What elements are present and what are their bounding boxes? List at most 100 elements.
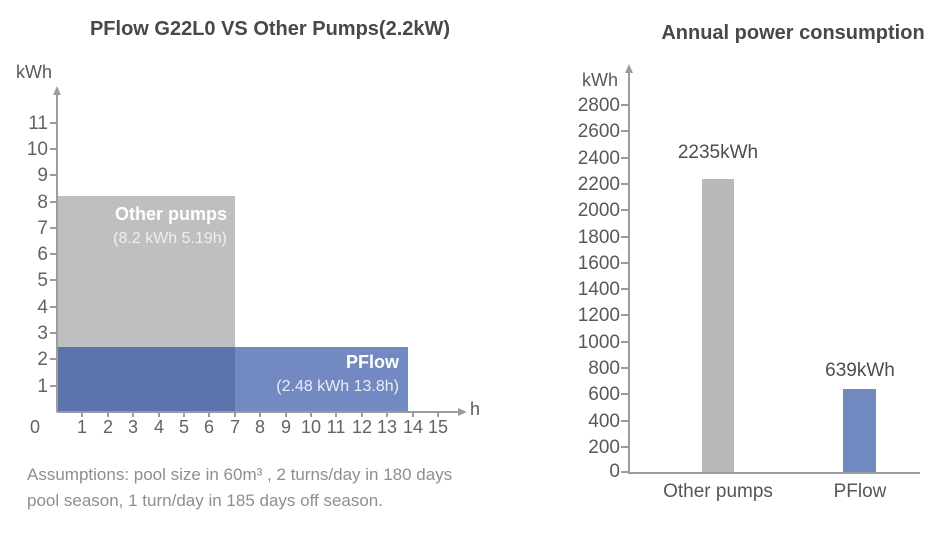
tick-mark bbox=[183, 412, 185, 417]
pflow-rect-label: PFlow (2.48 kWh 13.8h) bbox=[57, 351, 399, 397]
tick-mark bbox=[335, 412, 337, 417]
x-tick-label: 2 bbox=[102, 417, 113, 437]
tick-mark bbox=[50, 385, 57, 387]
tick-mark bbox=[361, 412, 363, 417]
y-tick-label: 10 bbox=[26, 139, 48, 160]
other-pumps-value-label: 2235kWh bbox=[677, 142, 759, 163]
y-tick-label: 11 bbox=[28, 113, 48, 134]
y-tick-label: 8 bbox=[37, 192, 48, 213]
y-tick-label: 9 bbox=[37, 165, 48, 186]
tick-mark bbox=[107, 412, 109, 417]
tick-mark bbox=[621, 471, 628, 473]
tick-mark bbox=[50, 148, 57, 150]
tick-mark bbox=[621, 183, 628, 185]
right-y-axis-arrow-icon bbox=[625, 64, 633, 73]
pflow-detail: (2.48 kWh 13.8h) bbox=[276, 378, 399, 395]
tick-mark bbox=[50, 279, 57, 281]
tick-mark bbox=[412, 412, 414, 417]
y-tick-label: 2600 bbox=[577, 121, 620, 142]
assumptions-line-2: pool season, 1 turn/day in 185 days off … bbox=[27, 491, 383, 510]
left-x-axis-unit-label: h bbox=[470, 399, 481, 419]
pflow-name: PFlow bbox=[346, 352, 399, 372]
y-tick-label: 1800 bbox=[577, 227, 620, 248]
tick-mark bbox=[50, 332, 57, 334]
x-tick-label: 0 bbox=[29, 417, 40, 437]
x-tick-label: 5 bbox=[178, 417, 189, 437]
y-tick-label: 600 bbox=[588, 384, 620, 405]
assumptions-line-1: Assumptions: pool size in 60m³ , 2 turns… bbox=[27, 465, 453, 484]
left-x-axis-line bbox=[57, 411, 459, 413]
x-tick-label: 7 bbox=[229, 417, 240, 437]
y-tick-label: 400 bbox=[588, 411, 620, 432]
tick-mark bbox=[50, 253, 57, 255]
y-tick-label: 1600 bbox=[577, 253, 620, 274]
y-tick-label: 1200 bbox=[577, 305, 620, 326]
x-tick-label: 9 bbox=[280, 417, 291, 437]
pflow-bar bbox=[843, 389, 876, 473]
right-y-axis-line bbox=[628, 72, 630, 473]
tick-mark bbox=[621, 262, 628, 264]
left-y-axis-unit-label: kWh bbox=[16, 62, 52, 82]
tick-mark bbox=[81, 412, 83, 417]
other-pumps-bar bbox=[702, 179, 734, 473]
right-y-axis-unit-label: kWh bbox=[582, 70, 618, 90]
y-tick-label: 5 bbox=[37, 270, 48, 291]
tick-mark bbox=[50, 358, 57, 360]
left-y-axis-line bbox=[56, 94, 58, 412]
tick-mark bbox=[50, 227, 57, 229]
tick-mark bbox=[621, 420, 628, 422]
x-tick-label: 14 bbox=[402, 417, 424, 437]
y-tick-label: 2200 bbox=[577, 174, 620, 195]
x-tick-label: 11 bbox=[326, 417, 346, 437]
tick-mark bbox=[158, 412, 160, 417]
left-chart-title: PFlow G22L0 VS Other Pumps(2.2kW) bbox=[89, 18, 451, 40]
assumptions-note: Assumptions: pool size in 60m³ , 2 turns… bbox=[27, 462, 507, 514]
y-tick-label: 2000 bbox=[577, 200, 620, 221]
tick-mark bbox=[621, 236, 628, 238]
tick-mark bbox=[621, 288, 628, 290]
tick-mark bbox=[621, 209, 628, 211]
tick-mark bbox=[437, 412, 439, 417]
y-tick-label: 2400 bbox=[577, 148, 620, 169]
x-tick-label: 3 bbox=[127, 417, 138, 437]
right-x-axis-line bbox=[628, 472, 920, 474]
y-tick-label: 7 bbox=[37, 218, 48, 239]
left-chart: PFlow G22L0 VS Other Pumps(2.2kW) kWh Ot… bbox=[16, 18, 507, 514]
other-pumps-category-label: Other pumps bbox=[663, 481, 773, 502]
tick-mark bbox=[621, 157, 628, 159]
x-tick-label: 6 bbox=[203, 417, 214, 437]
x-tick-label: 10 bbox=[300, 417, 322, 437]
tick-mark bbox=[50, 174, 57, 176]
tick-mark bbox=[621, 130, 628, 132]
tick-mark bbox=[132, 412, 134, 417]
tick-mark bbox=[621, 314, 628, 316]
y-tick-label: 1400 bbox=[577, 279, 620, 300]
other-pumps-name: Other pumps bbox=[114, 204, 227, 224]
tick-mark bbox=[621, 341, 628, 343]
y-tick-label: 800 bbox=[588, 358, 620, 379]
y-tick-label: 2 bbox=[37, 349, 48, 370]
x-tick-label: 15 bbox=[427, 417, 449, 437]
x-tick-label: 8 bbox=[254, 417, 265, 437]
y-tick-label: 3 bbox=[37, 323, 48, 344]
tick-mark bbox=[208, 412, 210, 417]
y-tick-label: 200 bbox=[588, 437, 620, 458]
tick-mark bbox=[234, 412, 236, 417]
tick-mark bbox=[621, 104, 628, 106]
pflow-rect bbox=[235, 347, 408, 412]
right-chart: Annual power consumption kWh 2235kWh 639… bbox=[520, 0, 940, 537]
tick-mark bbox=[50, 122, 57, 124]
tick-mark bbox=[621, 446, 628, 448]
tick-mark bbox=[386, 412, 388, 417]
pflow-category-label: PFlow bbox=[833, 481, 887, 502]
y-tick-label: 4 bbox=[37, 297, 48, 318]
pflow-value-label: 639kWh bbox=[825, 360, 895, 381]
tick-mark bbox=[621, 367, 628, 369]
tick-mark bbox=[50, 306, 57, 308]
x-tick-label: 13 bbox=[376, 417, 398, 437]
y-tick-label: 1000 bbox=[577, 332, 620, 353]
x-tick-label: 1 bbox=[76, 417, 87, 437]
x-tick-label: 4 bbox=[153, 417, 164, 437]
pflow-rect-overlap bbox=[57, 347, 235, 412]
